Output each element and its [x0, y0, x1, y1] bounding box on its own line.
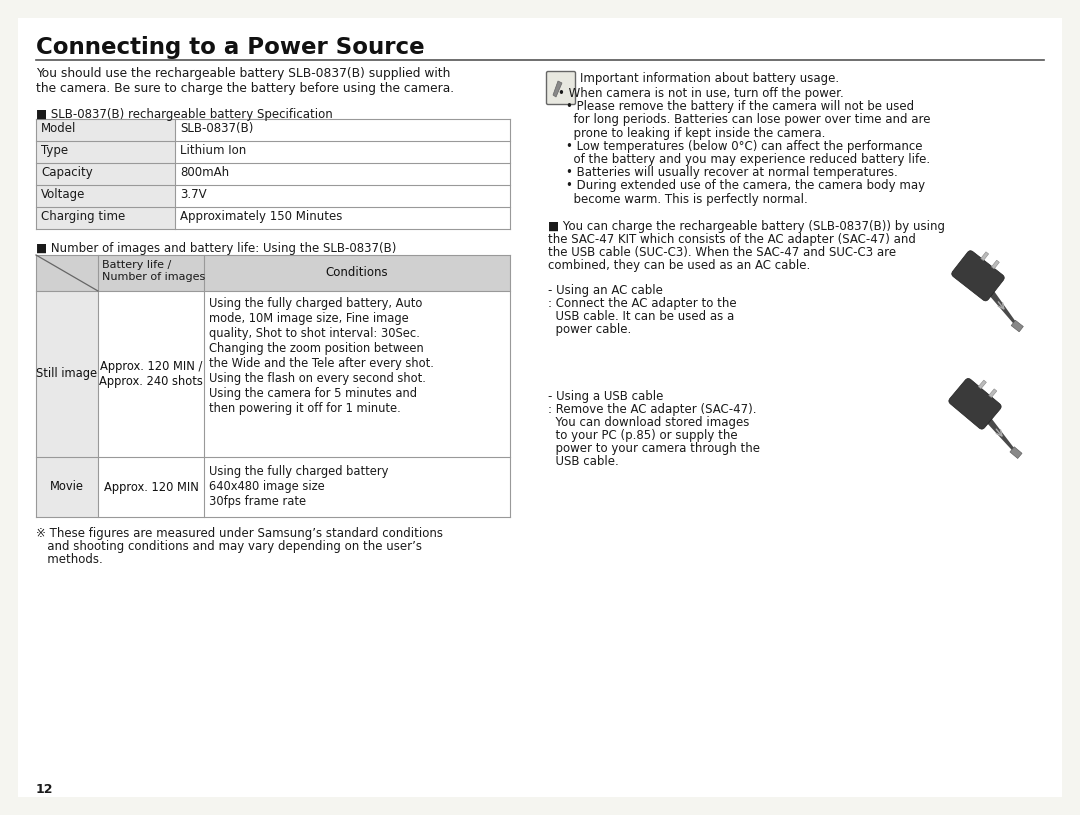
Text: Capacity: Capacity [41, 166, 93, 179]
Bar [1011, 320, 1024, 332]
Text: ■ SLB-0837(B) rechargeable battery Specification: ■ SLB-0837(B) rechargeable battery Speci… [36, 108, 333, 121]
Bar [175, 185, 510, 207]
Text: SLB-0837(B): SLB-0837(B) [180, 122, 254, 135]
Text: 3.7V: 3.7V [180, 188, 206, 201]
Text: become warm. This is perfectly normal.: become warm. This is perfectly normal. [566, 192, 808, 205]
Text: and shooting conditions and may vary depending on the user’s: and shooting conditions and may vary dep… [36, 540, 422, 553]
Text: • During extended use of the camera, the camera body may: • During extended use of the camera, the… [566, 179, 926, 192]
Text: to your PC (p.85) or supply the: to your PC (p.85) or supply the [548, 429, 738, 442]
Text: Type: Type [41, 144, 68, 157]
Text: for long periods. Batteries can lose power over time and are: for long periods. Batteries can lose pow… [566, 113, 931, 126]
Bar [36, 119, 175, 141]
Bar [36, 141, 175, 163]
Text: the SAC-47 KIT which consists of the AC adapter (SAC-47) and: the SAC-47 KIT which consists of the AC … [548, 233, 916, 246]
Text: Using the fully charged battery, Auto
mode, 10M image size, Fine image
quality, : Using the fully charged battery, Auto mo… [210, 297, 434, 415]
Text: ■ Number of images and battery life: Using the SLB-0837(B): ■ Number of images and battery life: Usi… [36, 242, 396, 255]
Text: You should use the rechargeable battery SLB-0837(B) supplied with
the camera. Be: You should use the rechargeable battery … [36, 67, 454, 95]
Bar [204, 255, 510, 291]
Bar [175, 207, 510, 229]
Text: 800mAh: 800mAh [180, 166, 229, 179]
Text: • Batteries will usually recover at normal temperatures.: • Batteries will usually recover at norm… [566, 166, 897, 179]
Text: ■ You can charge the rechargeable battery (SLB-0837(B)) by using: ■ You can charge the rechargeable batter… [548, 220, 945, 233]
Text: • Low temperatures (below 0°C) can affect the performance: • Low temperatures (below 0°C) can affec… [566, 140, 922, 152]
Bar [36, 291, 98, 457]
Text: prone to leaking if kept inside the camera.: prone to leaking if kept inside the came… [566, 126, 825, 139]
Text: Battery life /
Number of images: Battery life / Number of images [102, 260, 205, 282]
Text: combined, they can be used as an AC cable.: combined, they can be used as an AC cabl… [548, 259, 810, 271]
Text: Movie: Movie [50, 481, 84, 494]
Bar [36, 207, 175, 229]
Text: • When camera is not in use, turn off the power.: • When camera is not in use, turn off th… [558, 87, 843, 100]
FancyBboxPatch shape [951, 251, 1004, 301]
Polygon shape [974, 273, 1018, 327]
Polygon shape [972, 401, 1017, 453]
Text: Still image: Still image [37, 368, 97, 381]
Text: USB cable. It can be used as a: USB cable. It can be used as a [548, 310, 734, 323]
Text: power cable.: power cable. [548, 323, 631, 336]
Text: Approximately 150 Minutes: Approximately 150 Minutes [180, 210, 342, 223]
Text: Approx. 120 MIN: Approx. 120 MIN [104, 481, 199, 494]
Text: Approx. 120 MIN /
Approx. 240 shots: Approx. 120 MIN / Approx. 240 shots [99, 360, 203, 388]
Text: ※ These figures are measured under Samsung’s standard conditions: ※ These figures are measured under Samsu… [36, 527, 443, 540]
Bar [991, 260, 999, 269]
Bar [204, 457, 510, 517]
Bar [175, 163, 510, 185]
Text: Connecting to a Power Source: Connecting to a Power Source [36, 36, 424, 59]
Text: Using the fully charged battery
640x480 image size
30fps frame rate: Using the fully charged battery 640x480 … [210, 465, 389, 508]
Bar [98, 291, 204, 457]
Text: of the battery and you may experience reduced battery life.: of the battery and you may experience re… [566, 153, 930, 166]
Text: Important information about battery usage.: Important information about battery usag… [580, 72, 839, 85]
Bar [981, 252, 988, 261]
Bar [989, 389, 997, 398]
Text: the USB cable (SUC-C3). When the SAC-47 and SUC-C3 are: the USB cable (SUC-C3). When the SAC-47 … [548, 246, 896, 259]
Bar [36, 255, 98, 291]
Text: - Using a USB cable: - Using a USB cable [548, 390, 663, 403]
Polygon shape [553, 81, 562, 97]
Text: • Please remove the battery if the camera will not be used: • Please remove the battery if the camer… [566, 100, 914, 113]
Text: Model: Model [41, 122, 77, 135]
Text: : Connect the AC adapter to the: : Connect the AC adapter to the [548, 297, 737, 310]
Bar [204, 291, 510, 457]
Text: You can download stored images: You can download stored images [548, 416, 750, 429]
Bar [98, 255, 204, 291]
Bar [175, 119, 510, 141]
Bar [36, 185, 175, 207]
Text: Conditions: Conditions [326, 267, 389, 280]
Text: methods.: methods. [36, 553, 103, 566]
Bar [1010, 447, 1022, 459]
Bar [98, 457, 204, 517]
Text: : Remove the AC adapter (SAC-47).: : Remove the AC adapter (SAC-47). [548, 403, 756, 416]
FancyBboxPatch shape [949, 378, 1001, 430]
Text: Voltage: Voltage [41, 188, 85, 201]
Text: - Using an AC cable: - Using an AC cable [548, 284, 663, 297]
Bar [36, 457, 98, 517]
Bar [175, 141, 510, 163]
Text: USB cable.: USB cable. [548, 455, 619, 468]
Bar [978, 380, 986, 389]
Text: 12: 12 [36, 783, 54, 796]
Bar [36, 163, 175, 185]
FancyBboxPatch shape [546, 72, 576, 104]
Text: Charging time: Charging time [41, 210, 125, 223]
Text: power to your camera through the: power to your camera through the [548, 442, 760, 455]
Text: Lithium Ion: Lithium Ion [180, 144, 246, 157]
